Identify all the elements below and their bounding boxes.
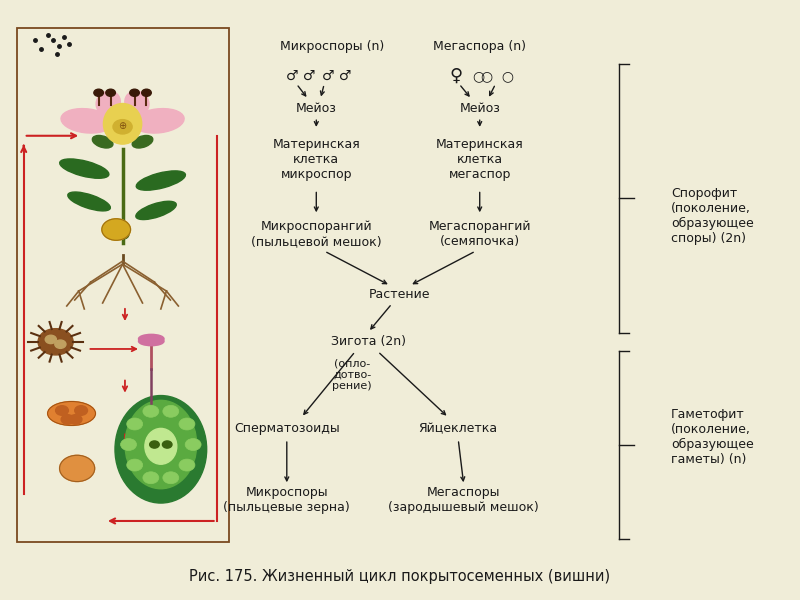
Text: Материнская
клетка
мегаспор: Материнская клетка мегаспор xyxy=(436,138,523,181)
Circle shape xyxy=(59,455,94,482)
Ellipse shape xyxy=(138,337,164,346)
Circle shape xyxy=(143,472,159,484)
Circle shape xyxy=(130,89,139,97)
Circle shape xyxy=(55,340,66,349)
Text: Микроспорангий
(пыльцевой мешок): Микроспорангий (пыльцевой мешок) xyxy=(251,220,382,248)
Text: Мегаспора (n): Мегаспора (n) xyxy=(434,40,526,53)
Circle shape xyxy=(74,406,87,415)
Text: Мейоз: Мейоз xyxy=(459,103,500,115)
Ellipse shape xyxy=(145,428,177,464)
Text: ♂ ♂: ♂ ♂ xyxy=(322,69,351,83)
Text: Гаметофит
(поколение,
образующее
гаметы) (n): Гаметофит (поколение, образующее гаметы)… xyxy=(671,409,754,466)
Circle shape xyxy=(46,335,56,344)
Text: Мегаспоры
(зародышевый мешок): Мегаспоры (зародышевый мешок) xyxy=(389,486,539,514)
Circle shape xyxy=(116,230,129,239)
Circle shape xyxy=(179,418,195,430)
Ellipse shape xyxy=(96,91,120,115)
Text: Микроспоры
(пыльцевые зерна): Микроспоры (пыльцевые зерна) xyxy=(223,486,350,514)
Text: Яйцеклетка: Яйцеклетка xyxy=(418,422,498,435)
Ellipse shape xyxy=(60,159,109,178)
Circle shape xyxy=(142,89,151,97)
Ellipse shape xyxy=(138,334,164,343)
Circle shape xyxy=(113,119,132,134)
Text: (опло-
дотво-
рение): (опло- дотво- рение) xyxy=(332,358,372,391)
Text: Микроспоры (n): Микроспоры (n) xyxy=(280,40,384,53)
Ellipse shape xyxy=(115,395,206,503)
Ellipse shape xyxy=(103,104,142,144)
Text: ♀: ♀ xyxy=(450,67,462,85)
Text: Материнская
клетка
микроспор: Материнская клетка микроспор xyxy=(273,138,360,181)
Ellipse shape xyxy=(132,136,153,148)
Circle shape xyxy=(126,459,142,471)
Text: ○  ○: ○ ○ xyxy=(481,69,514,83)
Text: ♂ ♂: ♂ ♂ xyxy=(286,69,315,83)
Circle shape xyxy=(150,441,159,448)
Ellipse shape xyxy=(48,401,95,425)
Circle shape xyxy=(94,89,103,97)
Text: Зигота (2n): Зигота (2n) xyxy=(330,335,406,349)
Text: ⊕: ⊕ xyxy=(118,121,126,131)
Ellipse shape xyxy=(136,171,186,190)
Circle shape xyxy=(38,329,73,355)
Ellipse shape xyxy=(125,91,149,115)
Ellipse shape xyxy=(136,201,176,220)
Circle shape xyxy=(106,89,115,97)
Ellipse shape xyxy=(68,192,110,211)
Text: Спорофит
(поколение,
образующее
споры) (2n): Спорофит (поколение, образующее споры) (… xyxy=(671,187,754,245)
Circle shape xyxy=(162,441,172,448)
Circle shape xyxy=(69,415,82,424)
Ellipse shape xyxy=(61,109,112,133)
Ellipse shape xyxy=(125,400,197,489)
Circle shape xyxy=(143,406,159,417)
Text: Мегаспорангий
(семяпочка): Мегаспорангий (семяпочка) xyxy=(429,220,531,248)
Text: ○: ○ xyxy=(472,69,484,83)
Circle shape xyxy=(61,415,74,424)
Text: Растение: Растение xyxy=(370,287,430,301)
Circle shape xyxy=(163,406,178,417)
Circle shape xyxy=(185,439,201,451)
Circle shape xyxy=(126,418,142,430)
Text: Рис. 175. Жизненный цикл покрытосеменных (вишни): Рис. 175. Жизненный цикл покрытосеменных… xyxy=(190,569,610,584)
Text: Мейоз: Мейоз xyxy=(296,103,337,115)
Circle shape xyxy=(55,406,68,415)
Circle shape xyxy=(102,219,130,240)
Circle shape xyxy=(179,459,195,471)
Circle shape xyxy=(121,439,137,451)
Ellipse shape xyxy=(92,136,113,148)
Ellipse shape xyxy=(133,109,184,133)
Text: Сперматозоиды: Сперматозоиды xyxy=(234,422,340,435)
Circle shape xyxy=(163,472,178,484)
